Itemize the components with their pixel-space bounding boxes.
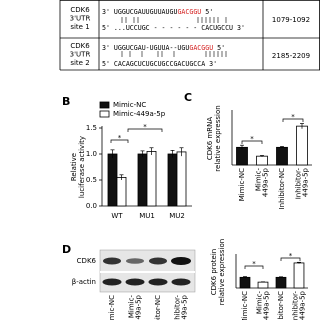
protein-label: β-actin xyxy=(72,278,96,286)
significance-bracket xyxy=(127,128,163,132)
bar xyxy=(137,153,148,207)
site-position: 1079-1092 xyxy=(272,16,310,24)
lane-label: 449a-5p xyxy=(135,294,143,320)
panel-label: C xyxy=(184,91,192,104)
sequence-part: GACGGU xyxy=(189,44,213,52)
mrna-sequence: 5' ...UCCUGC - - - - - - CACUGCCU 3' xyxy=(102,24,245,32)
significance-mark: * xyxy=(143,123,147,131)
lane-label: Mimic-NC xyxy=(108,295,116,320)
bar xyxy=(276,146,288,166)
mirna-sequence: 3' UGGUCGAUUGUUAUGUGACGGU 5' xyxy=(102,8,213,16)
significance-bracket xyxy=(244,265,264,269)
x-tick-label: Inhibitor-NC xyxy=(278,168,286,209)
sequence-part: 3' UGGUCGAUUGUUAUGU xyxy=(102,8,177,16)
x-tick-label: Mimic- xyxy=(255,168,263,192)
significance-bracket xyxy=(282,118,304,122)
y-tick-label: 0.0 xyxy=(86,202,97,210)
y-axis-label: Relative xyxy=(70,153,78,181)
x-tick-label: 449a-5p xyxy=(299,290,307,320)
lane-label: Mimic- xyxy=(128,295,136,319)
significance-mark: * xyxy=(252,260,256,268)
x-tick-label: 449a-5p xyxy=(262,167,270,197)
site-position: 2185-2209 xyxy=(272,52,310,60)
bar xyxy=(293,262,305,289)
y-tick-label: 0.5 xyxy=(86,176,97,184)
x-tick-label: Mimic-NC xyxy=(238,168,246,201)
row-label: site 2 xyxy=(70,59,89,67)
x-tick-label: Inhibitor- xyxy=(295,168,303,200)
y-axis-label: luciferase activity xyxy=(78,136,86,198)
sequence-part: 3' UGGUCGAU-UGUUA--UGU xyxy=(102,44,189,52)
bar xyxy=(236,146,248,166)
x-tick-label: Mimic- xyxy=(256,291,264,315)
lane-label: Inhibitor-NC xyxy=(154,295,162,320)
panel-label: B xyxy=(62,95,70,108)
x-tick-label: MU2 xyxy=(169,212,185,220)
bar xyxy=(107,153,118,207)
x-tick-label: Inhibitor-NC xyxy=(277,291,285,320)
x-tick-label: 449a-5p xyxy=(263,290,271,320)
panel-label: D xyxy=(62,243,71,256)
x-tick-label: 449a-5p xyxy=(302,167,310,197)
significance-mark: * xyxy=(291,113,295,121)
row-label: site 1 xyxy=(70,23,89,31)
row-label: 3'UTR xyxy=(70,15,91,23)
mirna-sequence: 3' UGGUCGAU-UGUUA--UGUGACGGU 5' xyxy=(102,44,225,52)
x-tick-label: Mimic-NC xyxy=(241,291,249,320)
bar xyxy=(146,150,157,207)
table-frame xyxy=(59,0,320,71)
significance-mark: * xyxy=(118,134,122,142)
base-pairing xyxy=(121,17,227,57)
legend-swatch xyxy=(99,101,110,109)
significance-mark: * xyxy=(289,252,293,260)
x-tick-label: Inhibitor- xyxy=(292,291,300,320)
bar xyxy=(257,281,269,289)
y-axis-label: CDK6 mRNA xyxy=(206,117,214,160)
y-axis-label: relative expression xyxy=(214,105,222,171)
x-tick-label: MU1 xyxy=(139,212,155,220)
significance-bracket xyxy=(241,140,263,144)
bar xyxy=(116,176,127,207)
bar xyxy=(296,125,308,166)
protein-label: CDK6 xyxy=(77,257,97,265)
sequence-part: 5' xyxy=(213,44,225,52)
sequence-part: 5' xyxy=(201,8,213,16)
lane-label: 449a-5p xyxy=(181,294,189,320)
bar xyxy=(239,276,251,289)
significance-bracket xyxy=(110,139,129,143)
legend-label: Mimic-449a-5p xyxy=(113,110,166,118)
western-blot xyxy=(99,249,196,293)
bar xyxy=(275,276,287,289)
legend-label: Mimic-NC xyxy=(113,101,146,109)
bar xyxy=(176,151,187,207)
y-tick-label: 1.5 xyxy=(86,124,97,132)
lane-label: Inhibitor- xyxy=(174,295,182,320)
significance-bracket xyxy=(280,257,301,261)
row-label: CDK6 xyxy=(70,6,90,14)
y-axis-label: relative expression xyxy=(218,239,226,305)
y-axis-label: CDK6 protein xyxy=(210,249,218,295)
x-tick-label: WT xyxy=(111,212,123,220)
significance-mark: * xyxy=(250,135,254,143)
bar xyxy=(256,155,268,166)
legend-swatch xyxy=(99,110,110,118)
bar xyxy=(167,153,178,207)
row-label: 3'UTR xyxy=(70,51,91,59)
sequence-part: GACGGU xyxy=(177,8,201,16)
row-label: CDK6 xyxy=(70,42,90,50)
y-tick-label: 1.0 xyxy=(86,150,97,158)
mrna-sequence: 5' CACAGCUCUGCUGCCGACUGCCA 3' xyxy=(102,60,217,68)
